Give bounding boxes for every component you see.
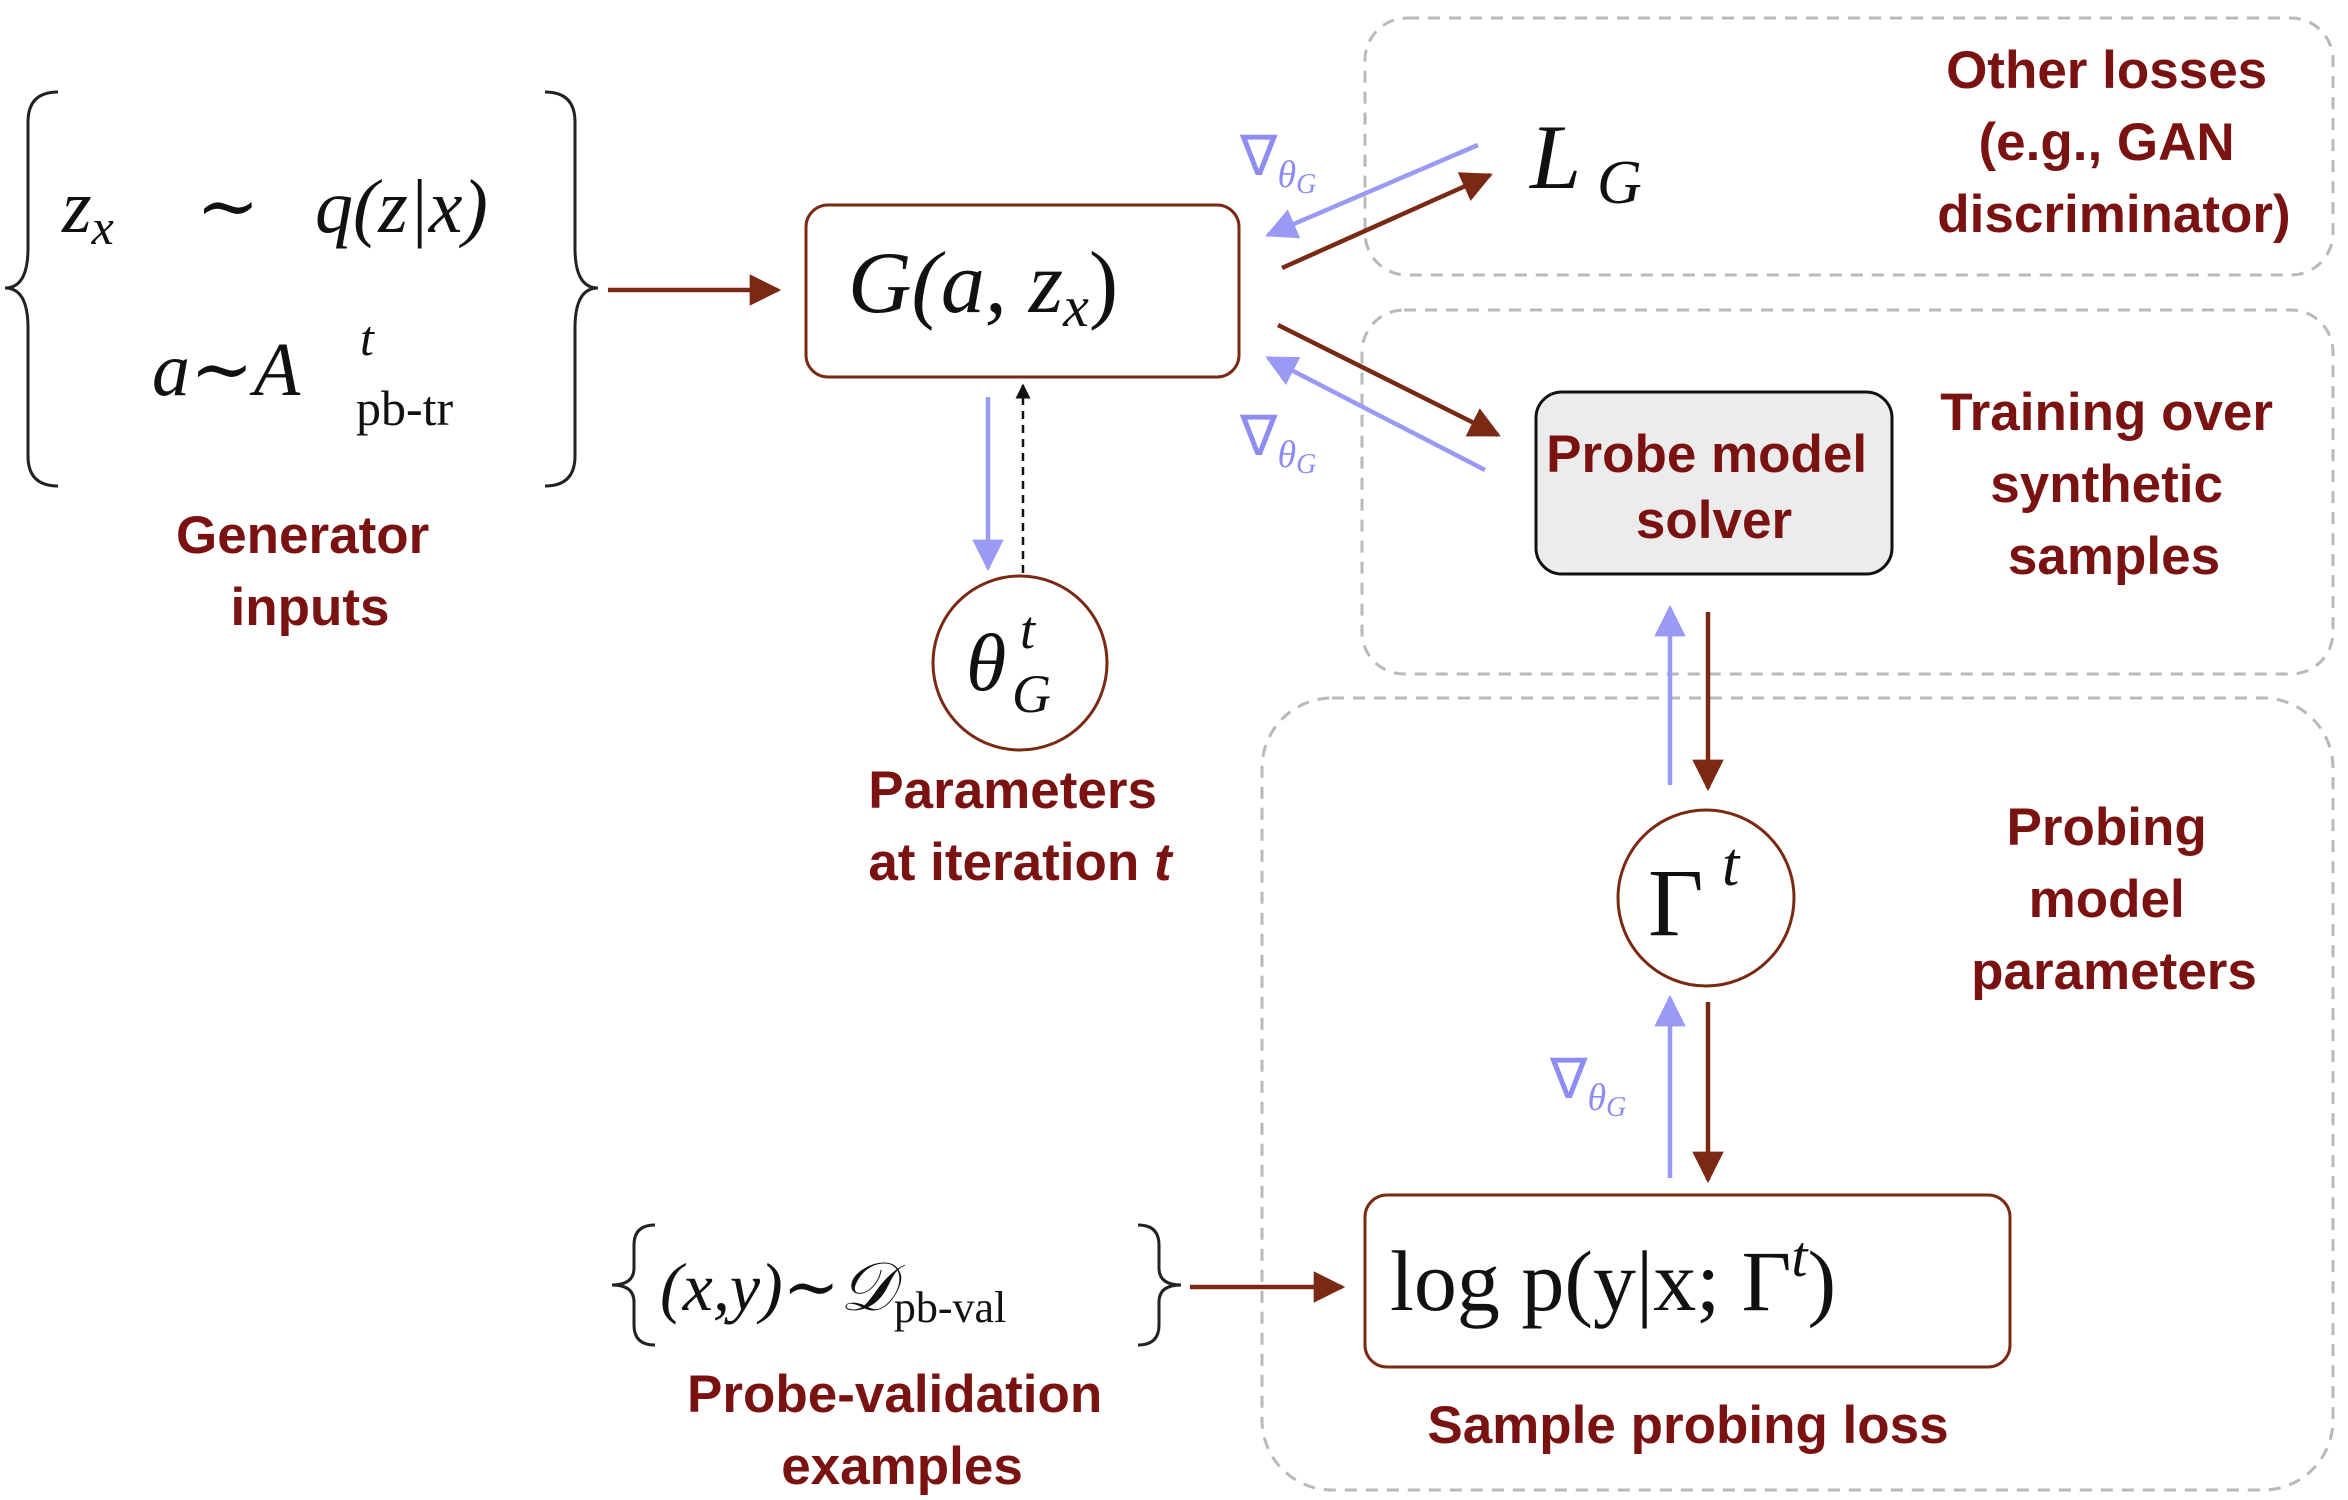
probing-loss-expression: log p(y|x; Γt) <box>1390 1224 1836 1329</box>
theta-symbol: θ <box>966 617 1006 708</box>
loss-lg: L <box>1528 106 1581 208</box>
theta-node <box>931 574 1109 752</box>
label-other-losses: Other losses (e.g., GAN discriminator) <box>1937 41 2290 244</box>
gradient-label-middle: ∇θG <box>1239 406 1316 480</box>
generator-input-a: a∼A <box>152 328 301 412</box>
gradient-label-top: ∇θG <box>1239 126 1316 200</box>
generator-input-a-sup: t <box>360 310 375 366</box>
probe-model-solver-label: Probe model solver <box>1546 425 1882 550</box>
arrow-lg-gradient-to-generator <box>1265 142 1479 239</box>
probe-validation-expression: (x,y)∼𝒟pb-val <box>660 1249 1006 1332</box>
theta-sub: G <box>1012 664 1051 724</box>
generator-input-brace <box>4 90 599 488</box>
gamma-sup: t <box>1722 831 1741 899</box>
generator-input-sim-1: ∼ <box>196 165 260 249</box>
gradient-label-bottom: ∇θG <box>1549 1049 1626 1123</box>
arrow-solver-gradient-to-generator <box>1265 356 1487 472</box>
probing-loss-node <box>1363 1193 2012 1369</box>
probe-model-solver-node <box>1534 390 1894 576</box>
label-sample-probing-loss: Sample probing loss <box>1427 1396 1948 1455</box>
generator-input-a-sub: pb-tr <box>356 380 454 436</box>
label-generator-inputs: Generator inputs <box>176 506 444 637</box>
label-probing-model-parameters: Probing model parameters <box>1971 798 2257 1001</box>
theta-sup: t <box>1020 600 1037 660</box>
label-probe-validation-examples: Probe-validation examples <box>687 1365 1117 1496</box>
region-other-losses <box>1363 16 2335 277</box>
label-training-over-synthetic: Training over synthetic samples <box>1940 383 2288 586</box>
generator-node <box>804 203 1241 379</box>
probe-validation-brace <box>611 1223 1182 1347</box>
generator-input-z: zx <box>61 165 114 255</box>
arrow-generator-to-solver <box>1276 322 1501 438</box>
gamma-node <box>1616 808 1796 988</box>
region-training-synthetic <box>1360 308 2335 676</box>
generator-input-q: q(z|x) <box>315 165 488 249</box>
loss-lg-sub: G <box>1597 149 1642 217</box>
region-probing-parameters <box>1260 696 2335 1492</box>
gamma-symbol: Γ <box>1648 849 1704 956</box>
generator-expression: G(a, zx) <box>848 235 1118 339</box>
arrow-generator-to-lg <box>1281 172 1493 271</box>
label-parameters-at-iteration: Parameters at iteration t <box>868 761 1174 892</box>
